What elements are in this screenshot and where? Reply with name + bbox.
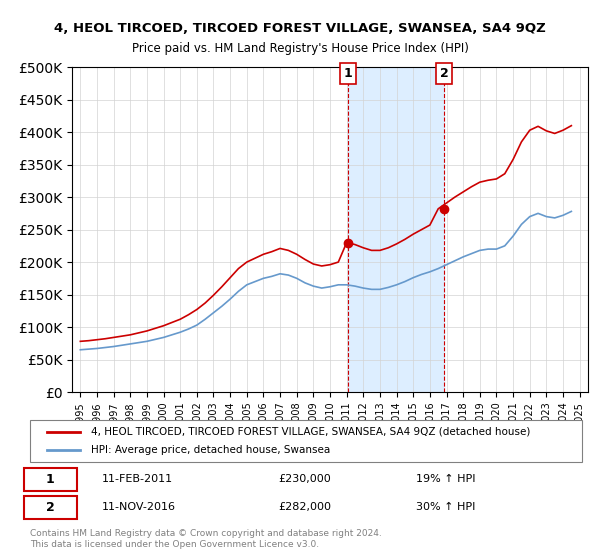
FancyBboxPatch shape bbox=[25, 468, 77, 491]
Text: £230,000: £230,000 bbox=[278, 474, 331, 484]
Bar bbox=[349, 67, 444, 392]
Text: 11-NOV-2016: 11-NOV-2016 bbox=[102, 502, 176, 512]
Text: Price paid vs. HM Land Registry's House Price Index (HPI): Price paid vs. HM Land Registry's House … bbox=[131, 42, 469, 55]
Text: 19% ↑ HPI: 19% ↑ HPI bbox=[416, 474, 476, 484]
Text: £282,000: £282,000 bbox=[278, 502, 331, 512]
Text: 30% ↑ HPI: 30% ↑ HPI bbox=[416, 502, 476, 512]
Text: 1: 1 bbox=[46, 473, 55, 486]
FancyBboxPatch shape bbox=[30, 420, 582, 462]
FancyBboxPatch shape bbox=[25, 496, 77, 519]
Text: HPI: Average price, detached house, Swansea: HPI: Average price, detached house, Swan… bbox=[91, 445, 330, 455]
Text: 1: 1 bbox=[344, 67, 353, 80]
Text: 2: 2 bbox=[440, 67, 448, 80]
Text: 2: 2 bbox=[46, 501, 55, 514]
Text: Contains HM Land Registry data © Crown copyright and database right 2024.
This d: Contains HM Land Registry data © Crown c… bbox=[30, 529, 382, 549]
Text: 11-FEB-2011: 11-FEB-2011 bbox=[102, 474, 173, 484]
Text: 4, HEOL TIRCOED, TIRCOED FOREST VILLAGE, SWANSEA, SA4 9QZ (detached house): 4, HEOL TIRCOED, TIRCOED FOREST VILLAGE,… bbox=[91, 427, 530, 437]
Text: 4, HEOL TIRCOED, TIRCOED FOREST VILLAGE, SWANSEA, SA4 9QZ: 4, HEOL TIRCOED, TIRCOED FOREST VILLAGE,… bbox=[54, 22, 546, 35]
